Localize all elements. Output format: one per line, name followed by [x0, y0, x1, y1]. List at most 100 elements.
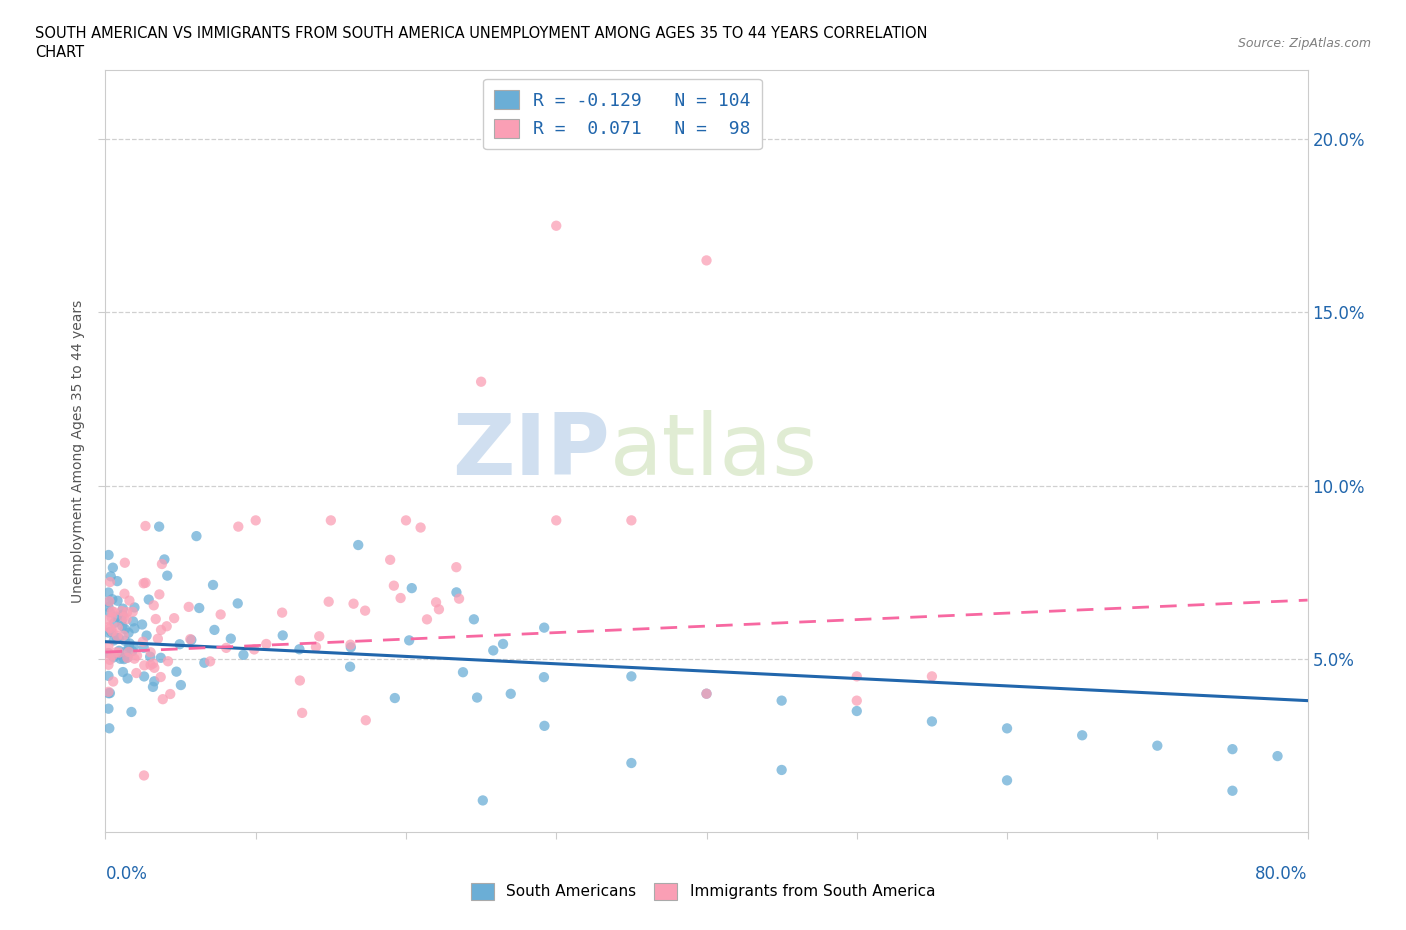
Point [97, 669, 120, 684]
Point [150, 556, 173, 571]
Point [339, 637, 361, 652]
Point [134, 669, 156, 684]
Text: 0.0%: 0.0% [105, 865, 148, 883]
Point [398, 633, 420, 648]
Text: 80.0%: 80.0% [1256, 865, 1308, 883]
Y-axis label: Unemployment Among Ages 35 to 44 years: Unemployment Among Ages 35 to 44 years [72, 299, 86, 603]
Point [97, 701, 120, 716]
Point [492, 636, 515, 651]
Point [124, 600, 146, 615]
Point [188, 601, 211, 616]
Point [425, 595, 447, 610]
Point [97, 548, 120, 563]
Point [135, 628, 157, 643]
Point [131, 618, 153, 632]
Point [111, 604, 134, 618]
Point [339, 659, 361, 674]
Point [546, 513, 568, 528]
Point [180, 632, 202, 647]
Point [98, 594, 121, 609]
Point [142, 656, 165, 671]
Point [139, 649, 162, 664]
Point [395, 513, 418, 528]
Point [148, 587, 170, 602]
Point [115, 604, 138, 619]
Point [97, 600, 120, 615]
Point [107, 620, 129, 635]
Point [107, 593, 129, 608]
Point [271, 628, 294, 643]
Point [226, 596, 249, 611]
Point [254, 636, 277, 651]
Point [451, 665, 474, 680]
Point [103, 633, 125, 648]
Point [342, 596, 364, 611]
Point [354, 604, 377, 618]
Point [97, 638, 120, 653]
Point [114, 621, 136, 636]
Point [112, 652, 135, 667]
Point [198, 654, 221, 669]
Point [153, 552, 176, 567]
Point [117, 650, 139, 665]
Point [98, 621, 121, 636]
Point [108, 644, 131, 658]
Point [1222, 742, 1244, 757]
Point [696, 686, 718, 701]
Point [148, 519, 170, 534]
Point [291, 706, 314, 721]
Point [103, 616, 125, 631]
Point [122, 614, 145, 629]
Point [132, 576, 155, 591]
Point [118, 640, 141, 655]
Point [111, 613, 134, 628]
Point [179, 631, 201, 646]
Point [101, 604, 124, 618]
Point [169, 637, 191, 652]
Point [132, 768, 155, 783]
Point [97, 645, 120, 660]
Point [156, 568, 179, 583]
Point [97, 685, 120, 700]
Point [97, 594, 120, 609]
Point [121, 604, 143, 619]
Point [132, 640, 155, 655]
Point [226, 519, 249, 534]
Point [101, 624, 124, 639]
Point [1267, 749, 1289, 764]
Point [446, 560, 468, 575]
Point [620, 755, 643, 770]
Point [121, 644, 143, 658]
Point [108, 645, 131, 660]
Point [340, 640, 363, 655]
Point [105, 631, 128, 645]
Point [118, 644, 141, 659]
Point [149, 670, 172, 684]
Point [98, 604, 121, 619]
Point [97, 645, 120, 660]
Text: CHART: CHART [35, 45, 84, 60]
Point [308, 629, 330, 644]
Point [1071, 728, 1094, 743]
Point [152, 692, 174, 707]
Point [347, 538, 370, 552]
Point [98, 652, 121, 667]
Point [245, 513, 267, 528]
Point [120, 705, 142, 720]
Point [150, 622, 173, 637]
Point [354, 712, 377, 727]
Point [101, 674, 124, 689]
Point [288, 673, 311, 688]
Point [845, 693, 868, 708]
Point [389, 591, 412, 605]
Point [97, 612, 120, 627]
Point [471, 793, 494, 808]
Text: SOUTH AMERICAN VS IMMIGRANTS FROM SOUTH AMERICA UNEMPLOYMENT AMONG AGES 35 TO 44: SOUTH AMERICAN VS IMMIGRANTS FROM SOUTH … [35, 26, 928, 41]
Point [110, 651, 132, 666]
Point [139, 658, 162, 672]
Point [209, 607, 232, 622]
Point [114, 586, 136, 601]
Point [219, 631, 242, 646]
Point [100, 610, 122, 625]
Point [446, 585, 468, 600]
